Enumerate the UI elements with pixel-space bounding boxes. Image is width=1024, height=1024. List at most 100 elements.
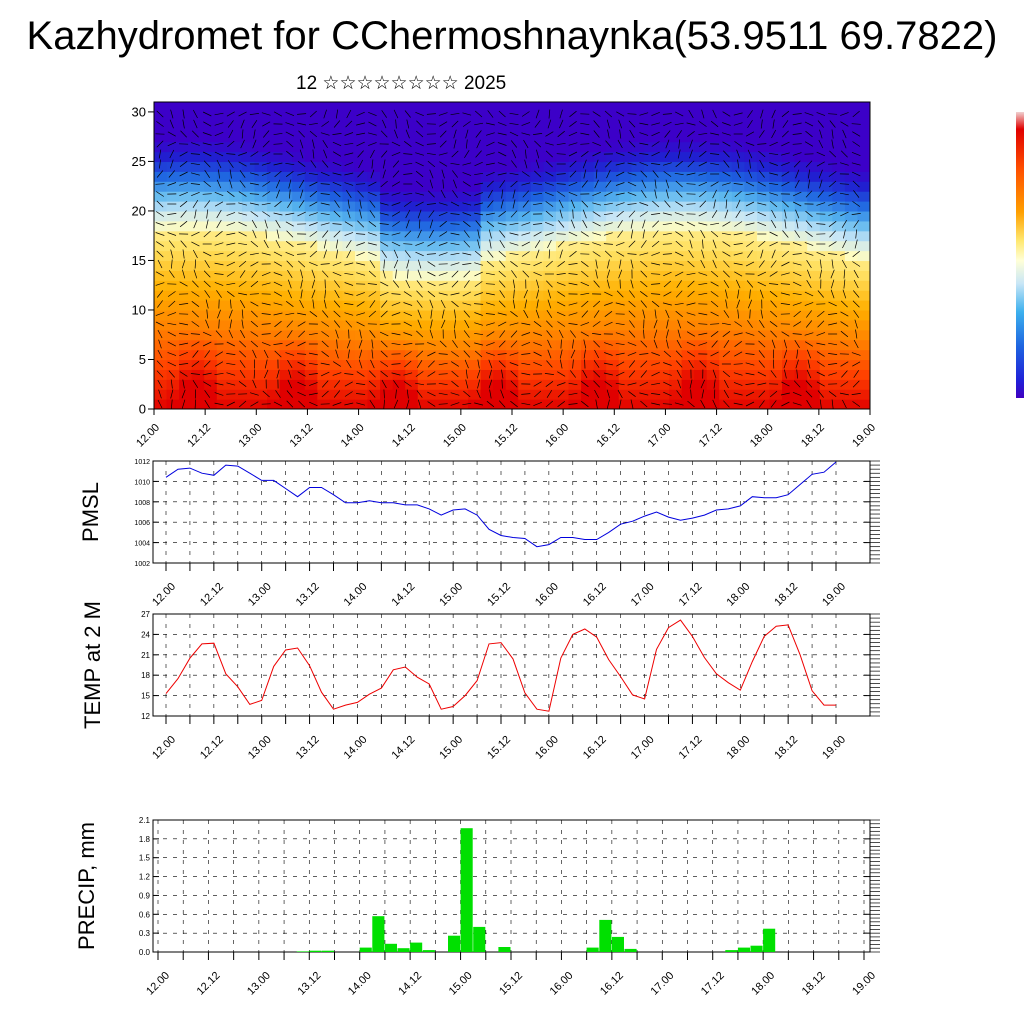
heatmap-cell [593,339,607,351]
wind-arrow [616,171,625,177]
heatmap-cell [179,290,193,301]
heatmap-cell [405,220,419,232]
heatmap-cell [819,171,833,182]
wind-arrow [758,170,765,178]
wind-arrow [156,170,164,178]
heatmap-cell [794,111,808,123]
wind-arrow [202,151,212,157]
wind-arrow [615,152,625,156]
heatmap-cell [543,389,557,400]
heatmap-cell [719,181,733,192]
wind-arrow [627,192,637,196]
heatmap-cell [455,329,469,341]
x-tick-label: 19.00 [850,422,878,450]
heatmap-cell [455,250,469,262]
wind-arrow [308,122,318,126]
wind-arrow [273,312,283,316]
heatmap-cell [342,240,356,252]
wind-arrow [853,269,859,279]
wind-arrow [640,240,647,248]
wind-arrow [391,211,401,217]
wind-arrow [556,273,566,275]
heatmap-cell [694,171,708,182]
wind-arrow [698,211,707,217]
wind-arrow [769,241,778,247]
heatmap-cell [669,230,683,242]
wind-arrow [653,339,658,349]
heatmap-cell [354,210,369,222]
heatmap-cell [430,111,444,123]
heatmap-cell [593,191,607,202]
wind-arrow [804,252,814,256]
wind-arrow [806,349,812,359]
wind-arrow [699,150,707,158]
wind-arrow [781,250,790,258]
heatmap-cell [455,191,469,202]
heatmap-cell [719,240,733,252]
heatmap-cell [241,250,256,262]
heatmap-cell [543,240,557,252]
wind-arrow [407,269,409,279]
heatmap-cell [819,240,833,252]
wind-arrow [664,150,671,158]
wind-arrow [465,379,469,389]
heatmap-cell [518,181,532,192]
heatmap-cell [568,270,582,281]
heatmap-cell [480,171,494,182]
wind-arrow [252,229,257,239]
wind-arrow [523,309,529,319]
heatmap-cell [342,102,356,113]
wind-arrow [686,341,696,347]
heatmap-cell [530,260,544,271]
wind-arrow [287,279,292,289]
heatmap-cell [719,359,733,370]
heatmap-cell [530,339,544,351]
heatmap-cell [317,161,331,172]
wind-arrow [509,131,519,137]
heatmap-cell [769,161,783,172]
heatmap-cell [417,151,431,163]
wind-arrow [521,171,530,177]
heatmap-cell [166,102,180,113]
heatmap-cell [329,201,344,212]
wind-arrow [723,260,730,268]
heatmap-cell [631,339,645,351]
wind-arrow [167,312,177,316]
heatmap-cell [229,280,243,291]
wind-arrow [371,339,374,349]
wind-arrow [828,180,837,188]
heatmap-cell [380,359,394,370]
wind-arrow [570,370,576,378]
heatmap-cell [643,349,658,361]
heatmap-cell [367,300,381,311]
wind-arrow [379,202,389,206]
heatmap-cell [669,319,683,331]
heatmap-cell [593,201,607,212]
wind-arrow [344,381,353,387]
wind-arrow [462,172,472,176]
heatmap-cell [468,399,482,409]
wind-arrow [344,402,354,406]
wind-arrow [405,219,410,229]
x-tick-label: 17.00 [648,970,676,998]
heatmap-cell [254,270,268,281]
wind-arrow [485,313,495,315]
heatmap-cell [304,359,318,370]
x-tick-label: 12.00 [150,734,178,762]
wind-arrow [710,181,719,187]
heatmap-cell [179,379,193,390]
wind-arrow [485,212,495,216]
wind-arrow [568,382,578,386]
heatmap-cell [179,220,193,232]
heatmap-cell [731,131,745,143]
wind-arrow [677,379,682,389]
wind-arrow [713,379,716,389]
wind-arrow [792,402,802,406]
heatmap-cell [669,399,683,409]
heatmap-cell [417,369,431,380]
heatmap-cell [354,111,369,123]
x-tick-label: 13.00 [236,422,264,450]
wind-arrow [840,321,849,327]
wind-arrow [770,260,777,268]
heatmap-cell [442,102,457,113]
